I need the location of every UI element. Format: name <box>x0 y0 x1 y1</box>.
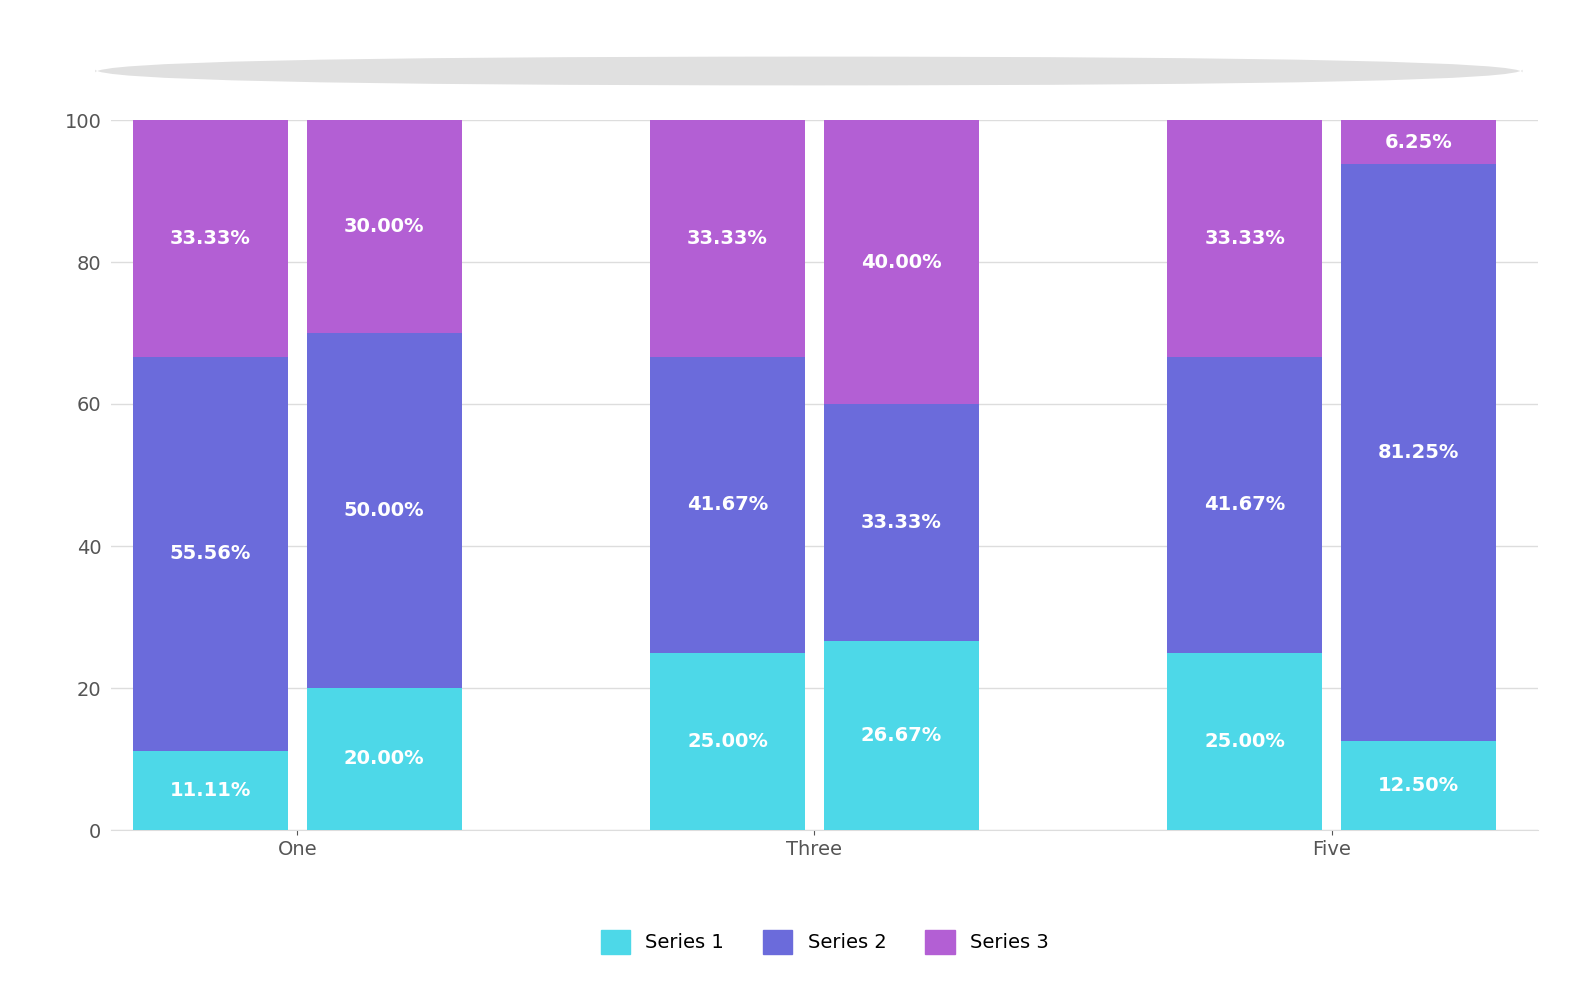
Text: 11.11%: 11.11% <box>170 781 251 800</box>
Bar <box>1340 120 1496 164</box>
FancyBboxPatch shape <box>95 57 1523 85</box>
Text: 33.33%: 33.33% <box>687 229 768 248</box>
Text: 26.67%: 26.67% <box>861 726 942 745</box>
Bar <box>650 357 806 652</box>
Text: 41.67%: 41.67% <box>687 495 768 514</box>
Text: 33.33%: 33.33% <box>170 229 251 248</box>
Text: 41.67%: 41.67% <box>1204 495 1285 514</box>
Text: 12.50%: 12.50% <box>1378 776 1459 795</box>
Text: 25.00%: 25.00% <box>1204 732 1285 751</box>
Text: 25.00%: 25.00% <box>687 732 768 751</box>
Bar <box>306 120 462 333</box>
Text: 33.33%: 33.33% <box>861 513 942 532</box>
Text: 6.25%: 6.25% <box>1385 133 1453 152</box>
Bar <box>133 751 289 830</box>
Bar <box>1340 164 1496 741</box>
Text: 50.00%: 50.00% <box>344 501 425 520</box>
Text: 33.33%: 33.33% <box>1204 229 1285 248</box>
Text: 20.00%: 20.00% <box>344 750 425 768</box>
Bar <box>1167 357 1323 652</box>
Text: 30.00%: 30.00% <box>344 217 425 236</box>
Bar <box>650 652 806 830</box>
Bar <box>306 688 462 830</box>
Text: 55.56%: 55.56% <box>170 544 251 563</box>
Bar <box>133 120 289 357</box>
Bar <box>1167 652 1323 830</box>
Bar <box>823 120 979 404</box>
Bar <box>306 333 462 688</box>
Bar <box>133 357 289 751</box>
Bar <box>650 120 806 357</box>
Bar <box>1167 120 1323 357</box>
Text: 40.00%: 40.00% <box>861 252 942 271</box>
Text: 81.25%: 81.25% <box>1378 443 1459 462</box>
Bar <box>1340 741 1496 830</box>
Legend: Series 1, Series 2, Series 3: Series 1, Series 2, Series 3 <box>580 911 1069 973</box>
Bar <box>823 404 979 641</box>
Bar <box>823 641 979 830</box>
